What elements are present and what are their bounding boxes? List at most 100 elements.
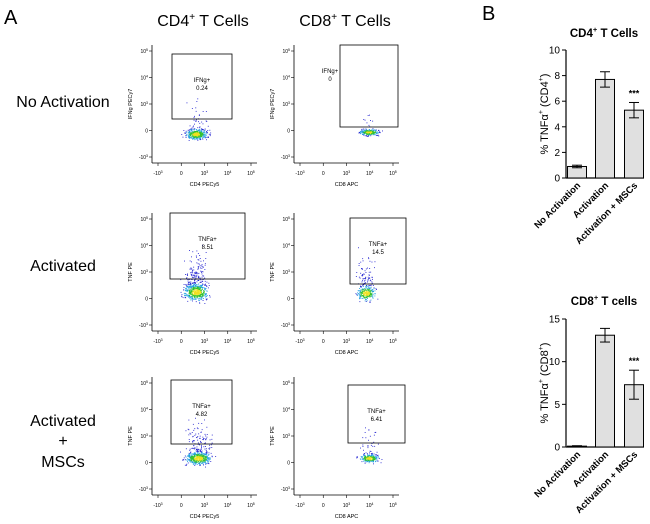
flow-event [364,292,366,294]
flow-y-tick-label: 105 [282,380,290,387]
flow-event [373,463,374,465]
flow-event [206,456,208,458]
flow-event [369,295,371,297]
flow-event [372,132,373,133]
flow-event [191,292,193,294]
flow-event [203,290,205,291]
flow-event [196,133,198,135]
flow-event [200,294,202,295]
flow-event [200,270,202,272]
flow-event [366,130,368,132]
flow-x-tick-label: 104 [224,170,232,177]
flow-y-tick-label: -103 [281,486,290,493]
flow-x-tick-label: 104 [366,502,374,509]
flow-event [193,291,195,293]
flow-event [367,295,369,296]
flow-event [365,272,367,273]
flow-event [189,295,190,296]
flow-event [367,288,369,289]
flow-event [182,459,184,461]
column-header-cd8: CD8+ T Cells [299,12,391,30]
flow-event [374,129,376,131]
flow-event [197,275,199,277]
flow-event [191,296,193,297]
flow-event [199,455,201,457]
flow-event [194,280,196,282]
flow-event [191,286,193,288]
flow-event [194,291,196,293]
flow-event [198,286,200,288]
flow-event [207,458,208,460]
flow-event [370,134,372,136]
flow-event [374,458,376,460]
flow-event [197,291,199,293]
flow-event [195,138,197,139]
flow-event [205,454,207,456]
flow-event [200,132,202,133]
flow-event [202,463,204,465]
flow-event [365,292,367,293]
flow-event [187,459,189,461]
flow-event [209,134,211,135]
flow-event [191,297,193,299]
flow-event [190,452,191,454]
gate-box [347,384,406,444]
flow-event [185,284,187,286]
flow-y-tick-label: 103 [140,269,148,276]
flow-event [194,295,196,297]
flow-event [367,298,368,299]
flow-event [363,284,365,285]
flow-event [192,134,194,136]
flow-event [198,461,199,462]
flow-event [370,444,372,446]
flow-event [187,282,189,284]
flow-event [364,458,366,460]
flow-y-tick-label: 0 [287,297,290,303]
flow-event [367,281,368,283]
flow-event [204,291,205,293]
flow-event [189,461,191,463]
flow-event [205,295,207,297]
flow-event [186,135,188,137]
flow-event [366,457,368,459]
flow-event [373,453,375,455]
flow-event [191,108,193,109]
flow-event [370,460,372,462]
flow-event [190,292,192,294]
flow-event [372,291,373,293]
flow-event [360,287,362,288]
flow-event [196,135,198,137]
flow-event [195,461,197,462]
flow-event [359,295,361,297]
flow-event [195,131,197,133]
flow-event [206,295,208,297]
flow-event [187,462,189,464]
flow-event [190,267,192,269]
flow-event [188,292,190,294]
flow-event [198,459,200,461]
flow-x-tick-label: 104 [224,338,232,345]
flow-event [365,294,367,296]
flow-event [202,283,204,285]
flow-x-tick-label: 103 [343,502,351,509]
flow-event [190,294,192,296]
flow-events [356,427,383,465]
flow-y-label: TNF PE [270,426,276,446]
flow-event [195,292,197,294]
flow-event [198,295,200,297]
flow-event [206,434,208,435]
flow-event [197,280,199,281]
flow-event [203,294,205,296]
flow-event [199,286,201,288]
flow-event [198,121,199,123]
flow-event [362,131,364,133]
flow-event [365,437,367,439]
flow-event [189,268,191,270]
flow-event [194,134,196,136]
flow-event [183,130,185,131]
flow-event [204,288,205,290]
flow-event [370,459,372,460]
flow-event [375,456,376,458]
flow-event [199,459,201,461]
flow-event [200,267,201,269]
